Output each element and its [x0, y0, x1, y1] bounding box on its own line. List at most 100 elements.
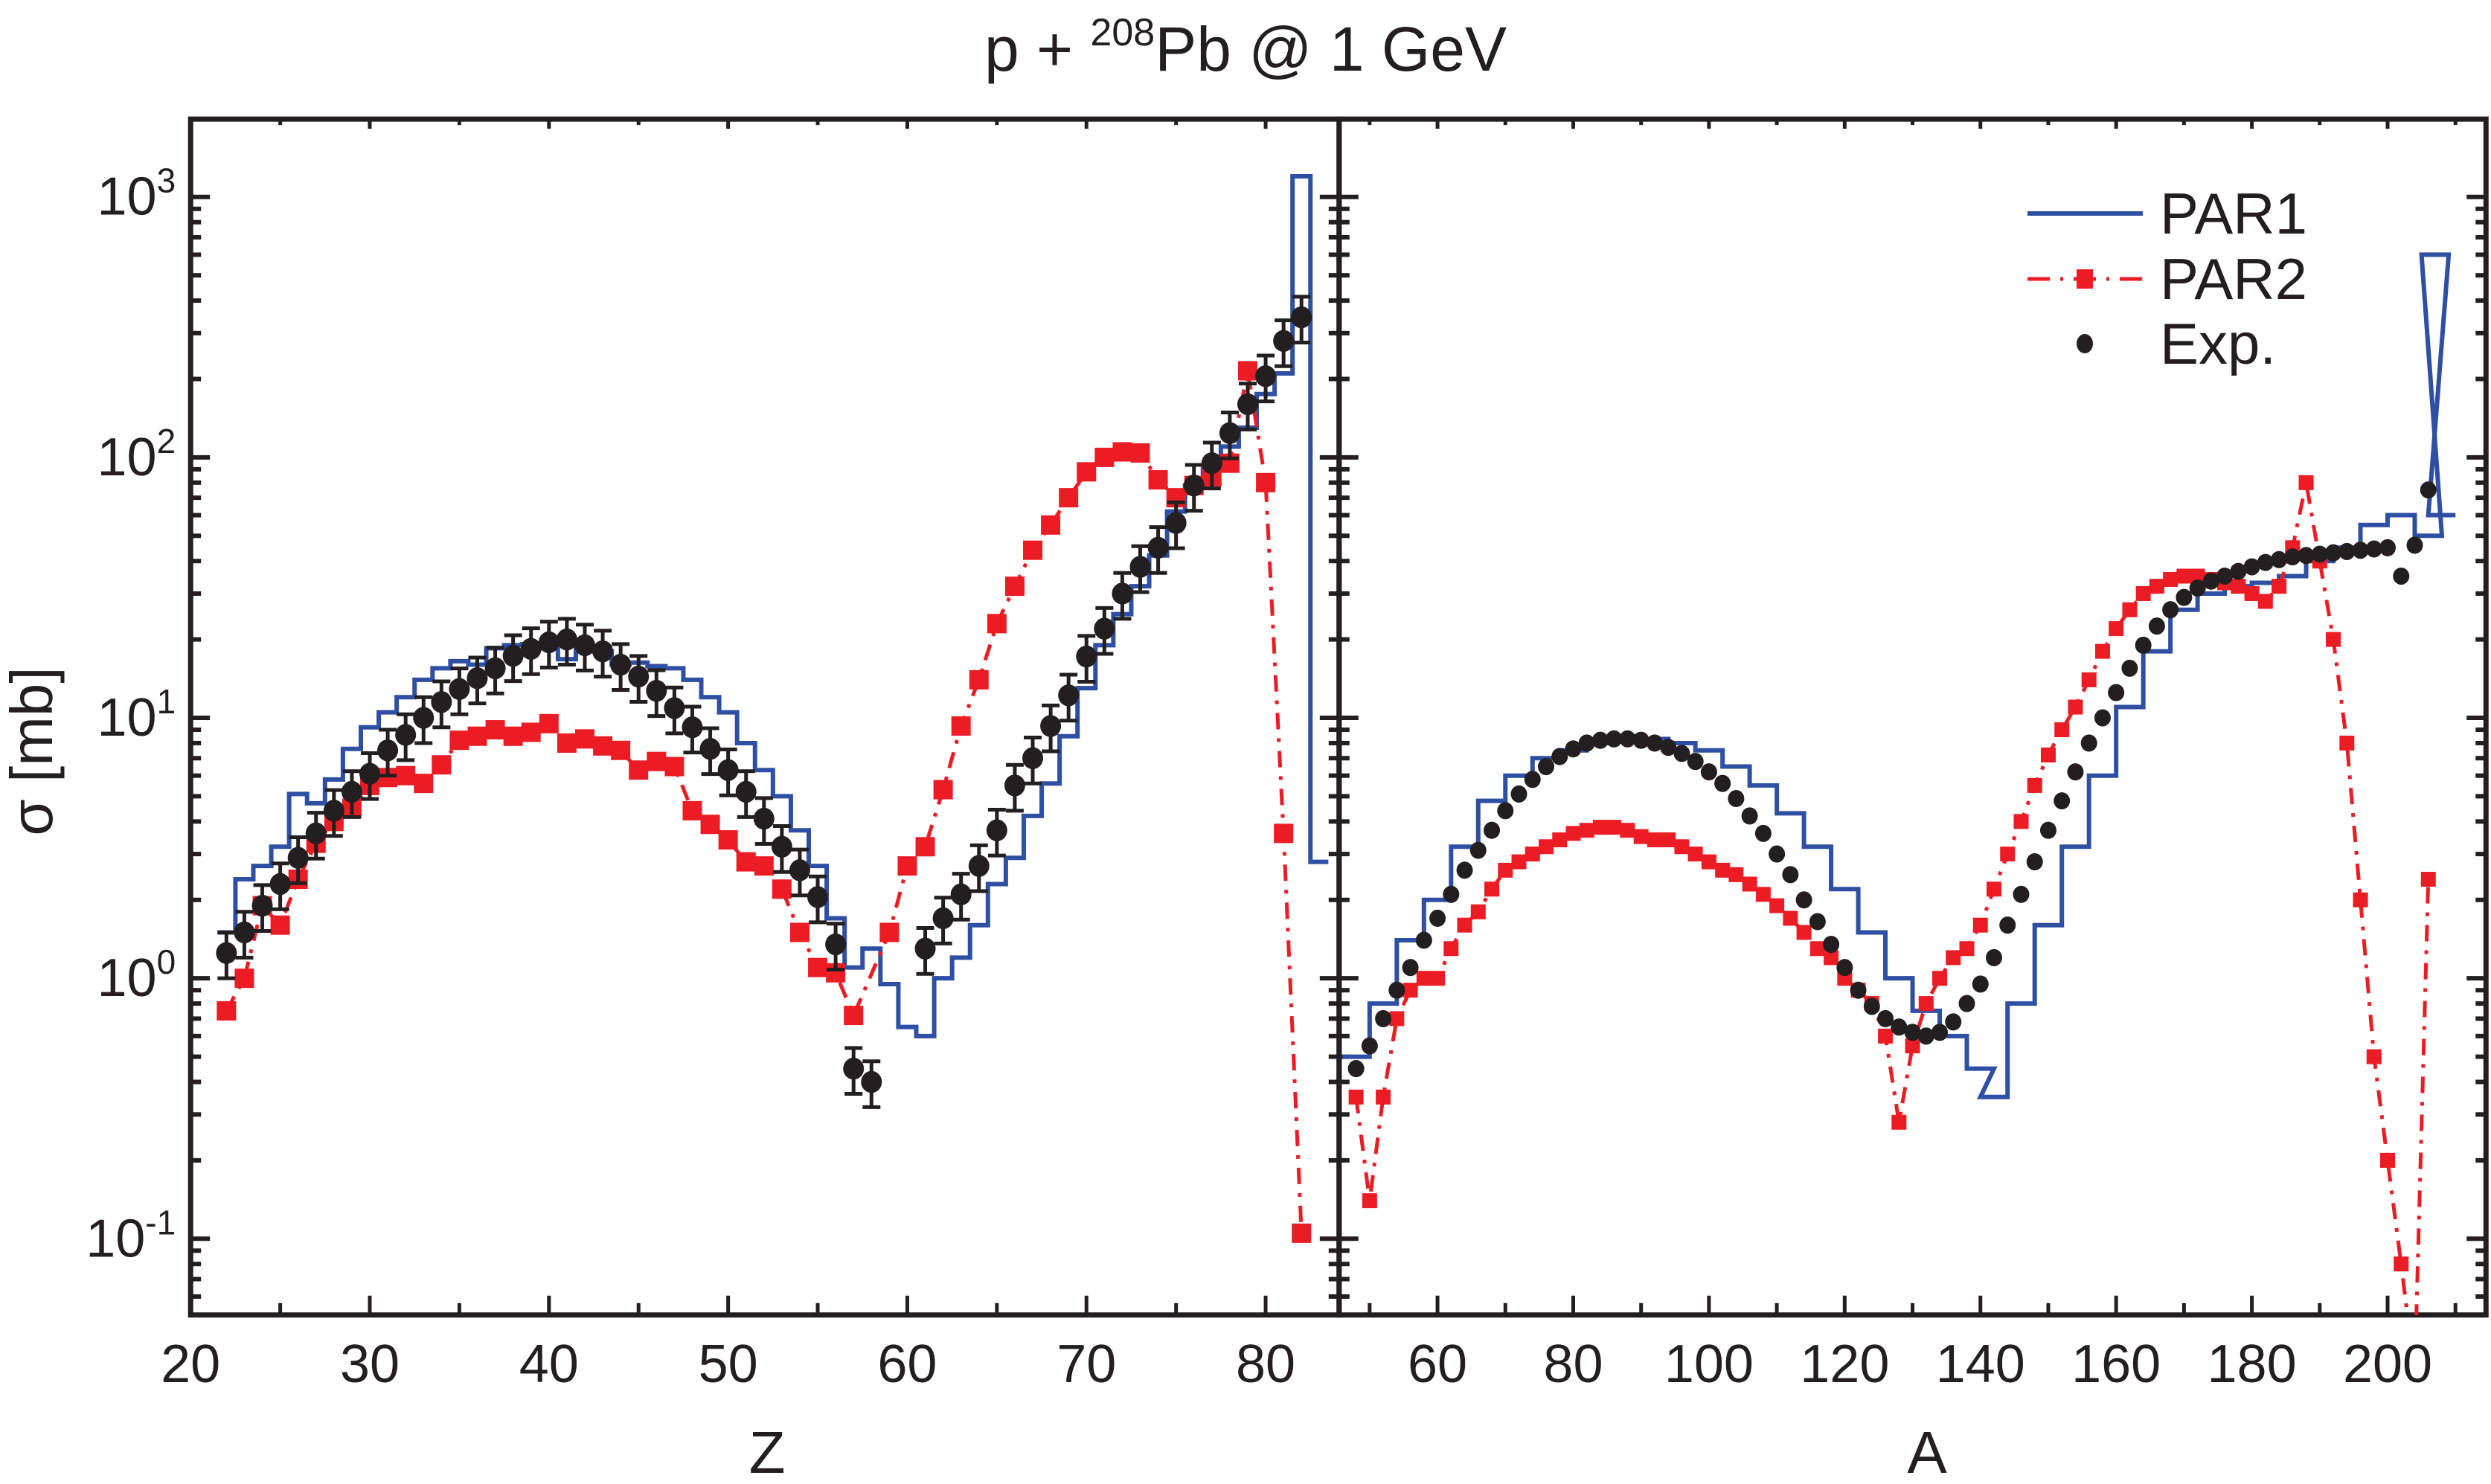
par2-marker [503, 726, 523, 746]
exp-point [2257, 553, 2274, 571]
exp-point [986, 819, 1007, 841]
exp-point [1850, 981, 1867, 999]
par2-marker [2122, 602, 2138, 617]
y-tick-exponent: 0 [157, 942, 176, 981]
exp-point [2026, 853, 2043, 871]
par2-marker [1674, 839, 1690, 855]
chart-title-prefix: p + [984, 14, 1090, 84]
par2-marker [647, 751, 667, 771]
exp-point [2148, 617, 2165, 635]
exp-point [1917, 1027, 1934, 1045]
par1-step-line [217, 174, 1329, 1038]
exp-point [1129, 556, 1151, 578]
exp-point [1551, 748, 1568, 765]
exp-point [2094, 709, 2111, 727]
y-tick-base: 10 [97, 428, 157, 487]
exp-point [1524, 771, 1541, 788]
exp-point [1891, 1018, 1908, 1036]
exp-point [699, 738, 721, 760]
plot-frame [1336, 116, 2489, 1318]
x-tick-label: 70 [1057, 1334, 1116, 1394]
par2-marker [736, 852, 756, 872]
par2-marker [772, 879, 792, 899]
exp-point [269, 873, 291, 896]
exp-point [1429, 909, 1446, 928]
exp-point [950, 883, 972, 906]
par2-marker [987, 614, 1007, 634]
x-tick-label: 80 [1543, 1334, 1603, 1394]
par2-marker [1606, 820, 1622, 835]
exp-point [1999, 916, 2016, 934]
par2-marker [1972, 917, 1988, 933]
par2-marker [1932, 971, 1948, 986]
exp-point [1646, 734, 1663, 752]
exp-point [1347, 1060, 1365, 1078]
chart-title: p + 208Pb @ 1 GeV [984, 11, 1507, 84]
par2-marker [1769, 898, 1785, 913]
exp-point [359, 762, 381, 785]
exp-point [646, 679, 667, 702]
exp-point [1632, 731, 1650, 749]
y-tick-exponent: 2 [157, 422, 176, 460]
x-tick-label: 60 [877, 1334, 937, 1394]
exp-point [1076, 645, 1097, 668]
x-tick-label: 40 [519, 1334, 579, 1394]
exp-point [1836, 959, 1853, 977]
exp-point [1931, 1024, 1949, 1041]
par2-marker [2298, 475, 2314, 490]
par2-marker [2339, 735, 2355, 751]
exp-point [574, 634, 595, 657]
exp-point [1147, 536, 1169, 559]
legend-marker-exp [2077, 334, 2093, 353]
exp-point [1714, 774, 1731, 792]
par2-marker [2149, 579, 2164, 594]
legend-label: Exp. [2160, 311, 2276, 376]
par2-marker [1059, 488, 1079, 508]
par2-marker [1728, 867, 1744, 882]
y-tick-base: 10 [97, 948, 157, 1008]
par2-marker [2353, 892, 2368, 908]
exp-point [717, 759, 739, 781]
par2-marker [1041, 515, 1061, 535]
legend-label: PAR1 [2160, 181, 2307, 246]
par2-marker [2163, 571, 2179, 587]
exp-point [2067, 763, 2084, 781]
exp-point [2216, 567, 2234, 585]
par2-marker [593, 736, 613, 756]
exp-point [1769, 845, 1786, 863]
x-tick-label: 30 [340, 1334, 400, 1394]
par2-marker [521, 722, 541, 742]
par2-marker [897, 856, 917, 876]
x-tick-label: 120 [1800, 1334, 1889, 1394]
x-tick-label: 160 [2071, 1334, 2161, 1394]
exp-point [2176, 588, 2193, 606]
legend-entry: PAR1 [2027, 181, 2307, 246]
exp-point [1606, 730, 1623, 748]
exp-point [2202, 572, 2219, 590]
par2-marker [1511, 854, 1527, 870]
par2-marker [1094, 447, 1115, 467]
exp-point [395, 724, 417, 746]
exp-point [610, 653, 632, 676]
y-tick-label: 100 [97, 942, 176, 1008]
par2-marker [1130, 443, 1150, 463]
exp-point [2338, 542, 2356, 561]
par2-marker [2257, 594, 2273, 609]
par2-marker [1525, 847, 1540, 862]
exp-point [1402, 959, 1419, 977]
par2-marker [1809, 941, 1825, 957]
par2-marker [2244, 585, 2260, 601]
exp-point [484, 657, 506, 680]
y-tick-exponent: 1 [157, 682, 176, 721]
par2-marker [1292, 1223, 1312, 1243]
exp-point [861, 1070, 882, 1093]
exp-point [2121, 659, 2138, 677]
panel-a: 60 80 100 120 140 160 180 200 [1336, 116, 2489, 1394]
exp-point [2080, 734, 2097, 752]
exp-point [932, 907, 954, 930]
par2-marker [396, 765, 416, 786]
par2-marker [1796, 925, 1812, 940]
par1-step-line [1342, 252, 2456, 1099]
exp-point [287, 847, 309, 869]
